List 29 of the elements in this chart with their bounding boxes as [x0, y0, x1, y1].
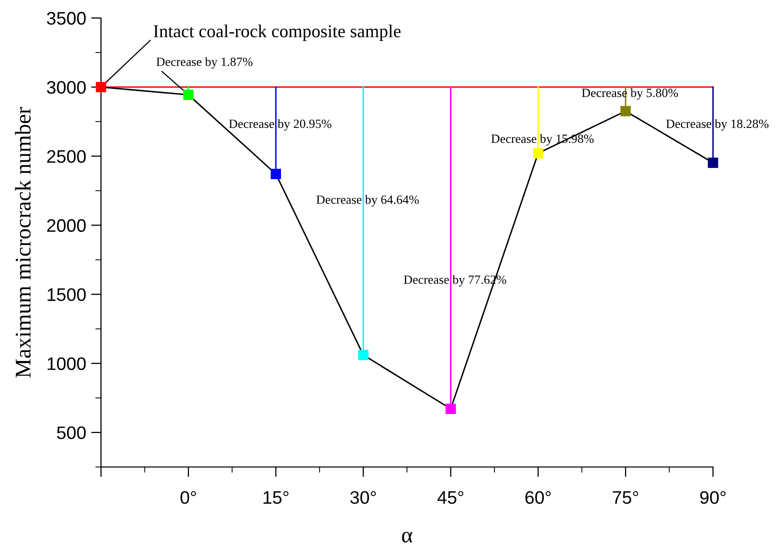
- x-tick-label: 90°: [700, 491, 726, 504]
- y-tick-label: 2500: [47, 150, 86, 163]
- annotation: Decrease by 1.87%: [156, 57, 252, 69]
- x-tick-label: 30°: [350, 491, 376, 504]
- x-tick-label: 60°: [525, 491, 551, 504]
- point: [183, 90, 194, 100]
- point: [620, 106, 631, 116]
- point: [708, 158, 718, 168]
- y-tick-label: 2000: [47, 219, 86, 232]
- y-tick-label: 1000: [48, 357, 86, 370]
- x-tick-label: 15°: [264, 491, 288, 504]
- point: [358, 350, 368, 360]
- annotation: Decrease by 20.95%: [229, 119, 332, 131]
- y-axis-title: Maximum microcrack number: [14, 106, 31, 378]
- x-axis-title: α: [402, 532, 412, 543]
- annotation: Decrease by 64.64%: [316, 195, 419, 206]
- point: [532, 148, 544, 158]
- y-tick-label: 3500: [46, 12, 86, 25]
- point: [270, 168, 282, 180]
- y-tick-label: 500: [57, 426, 86, 440]
- point: [446, 404, 456, 414]
- x-tick-label: 0°: [180, 491, 196, 504]
- x-tick-label: 75°: [612, 491, 638, 504]
- annotation: Intact coal-rock composite sample: [154, 24, 401, 42]
- x-tick-label: 45°: [437, 491, 464, 504]
- annotation: Decrease by 18.28%: [666, 119, 768, 131]
- y-tick-label: 1500: [48, 288, 86, 302]
- y-tick-label: 3000: [46, 81, 86, 94]
- point: [96, 82, 106, 92]
